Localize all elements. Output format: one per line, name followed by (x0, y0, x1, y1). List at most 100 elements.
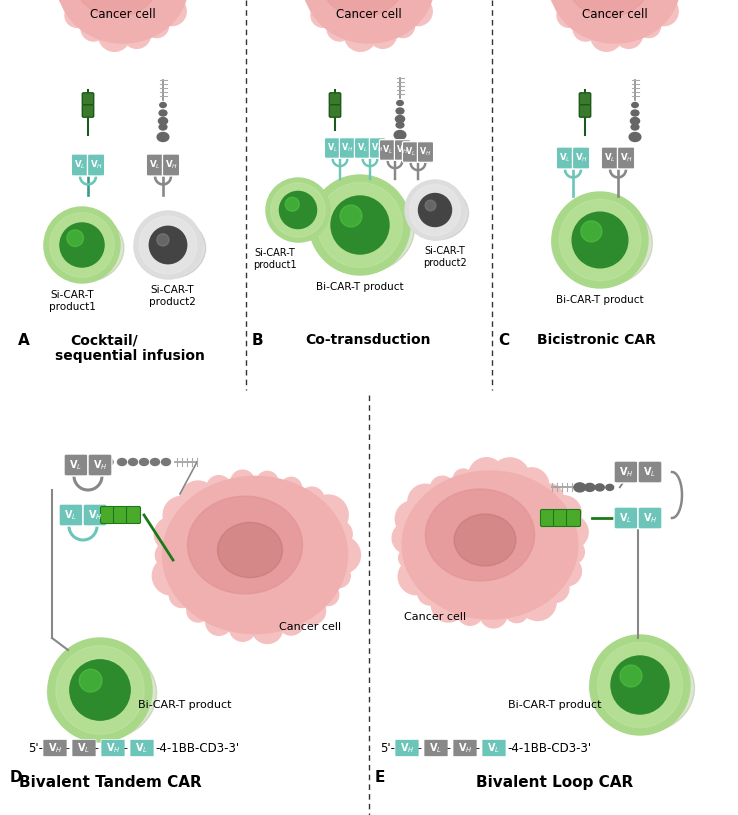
Text: V$_H$: V$_H$ (419, 146, 432, 158)
Ellipse shape (162, 459, 170, 465)
Circle shape (266, 178, 330, 242)
Ellipse shape (396, 116, 404, 122)
Ellipse shape (266, 184, 334, 242)
Ellipse shape (159, 103, 166, 108)
FancyBboxPatch shape (83, 105, 94, 117)
FancyBboxPatch shape (87, 154, 105, 176)
Circle shape (540, 574, 569, 602)
Text: Bi-CAR-T product: Bi-CAR-T product (508, 700, 601, 710)
Text: V$_H$: V$_H$ (342, 142, 354, 154)
FancyBboxPatch shape (114, 506, 128, 523)
Circle shape (44, 207, 120, 283)
Circle shape (163, 496, 201, 534)
Circle shape (305, 0, 322, 6)
Circle shape (418, 580, 442, 605)
Circle shape (317, 584, 339, 606)
Text: V$_H$: V$_H$ (619, 152, 632, 165)
FancyBboxPatch shape (83, 93, 94, 105)
Text: V$_L$: V$_L$ (77, 741, 91, 755)
FancyBboxPatch shape (126, 506, 140, 523)
FancyBboxPatch shape (579, 105, 590, 117)
Circle shape (480, 601, 507, 628)
FancyBboxPatch shape (100, 506, 114, 523)
Ellipse shape (44, 214, 124, 282)
Ellipse shape (596, 484, 604, 491)
Ellipse shape (550, 0, 680, 43)
Circle shape (70, 660, 130, 720)
Text: V$_L$: V$_L$ (357, 142, 368, 154)
Ellipse shape (631, 124, 639, 130)
Text: V$_H$: V$_H$ (48, 741, 62, 755)
Ellipse shape (632, 103, 638, 108)
FancyBboxPatch shape (614, 461, 638, 483)
Circle shape (560, 540, 584, 564)
Circle shape (369, 20, 396, 48)
Text: Si-CAR-T
product2: Si-CAR-T product2 (423, 246, 467, 267)
FancyBboxPatch shape (325, 138, 341, 158)
Ellipse shape (304, 0, 434, 43)
Circle shape (152, 557, 190, 595)
Circle shape (404, 0, 432, 25)
Circle shape (458, 600, 483, 625)
Circle shape (327, 564, 351, 588)
FancyBboxPatch shape (43, 739, 67, 756)
Text: Si-CAR-T
product1: Si-CAR-T product1 (253, 248, 297, 270)
Circle shape (317, 183, 402, 267)
Circle shape (519, 584, 556, 620)
FancyBboxPatch shape (638, 461, 662, 483)
Circle shape (572, 212, 628, 268)
Circle shape (345, 20, 376, 51)
Circle shape (559, 199, 641, 281)
Circle shape (308, 495, 348, 535)
Circle shape (490, 458, 529, 497)
Circle shape (410, 184, 461, 236)
Circle shape (453, 469, 473, 489)
Circle shape (79, 669, 102, 692)
Text: sequential infusion: sequential infusion (55, 349, 205, 363)
Text: V$_H$: V$_H$ (574, 152, 587, 165)
Circle shape (156, 234, 169, 246)
Circle shape (611, 656, 669, 714)
Circle shape (340, 205, 362, 227)
FancyBboxPatch shape (638, 507, 662, 529)
FancyBboxPatch shape (556, 147, 573, 169)
Ellipse shape (117, 459, 126, 465)
Circle shape (557, 3, 581, 27)
Ellipse shape (139, 459, 148, 465)
Ellipse shape (397, 100, 403, 105)
Circle shape (231, 470, 255, 493)
Text: Cocktail/: Cocktail/ (70, 333, 138, 347)
Ellipse shape (574, 483, 585, 492)
Text: -: - (94, 743, 98, 753)
Circle shape (56, 645, 144, 734)
Text: Cancer cell: Cancer cell (336, 8, 402, 21)
FancyBboxPatch shape (453, 739, 477, 756)
Text: Cancer cell: Cancer cell (404, 612, 466, 622)
Circle shape (278, 610, 304, 635)
Text: V$_H$: V$_H$ (165, 159, 178, 171)
Circle shape (663, 0, 680, 2)
Ellipse shape (425, 489, 534, 581)
FancyBboxPatch shape (59, 504, 83, 526)
Circle shape (551, 0, 568, 6)
Ellipse shape (159, 117, 168, 125)
Circle shape (537, 484, 563, 510)
Text: Bivalent Loop CAR: Bivalent Loop CAR (476, 775, 634, 790)
Text: Si-CAR-T
product1: Si-CAR-T product1 (49, 290, 95, 311)
FancyBboxPatch shape (618, 147, 635, 169)
Text: V$_L$: V$_L$ (64, 508, 77, 522)
Text: V$_H$: V$_H$ (643, 511, 658, 525)
Text: V$_H$: V$_H$ (89, 159, 103, 171)
FancyBboxPatch shape (354, 138, 370, 158)
Text: Bi-CAR-T product: Bi-CAR-T product (138, 700, 232, 710)
Text: V$_H$: V$_H$ (371, 142, 384, 154)
Text: Bivalent Tandem CAR: Bivalent Tandem CAR (18, 775, 201, 790)
Circle shape (49, 213, 114, 277)
Circle shape (154, 517, 189, 551)
Ellipse shape (320, 0, 404, 17)
Circle shape (252, 613, 283, 644)
Text: Cancer cell: Cancer cell (279, 622, 341, 632)
Circle shape (230, 615, 255, 641)
Ellipse shape (566, 0, 651, 17)
Circle shape (554, 515, 588, 549)
